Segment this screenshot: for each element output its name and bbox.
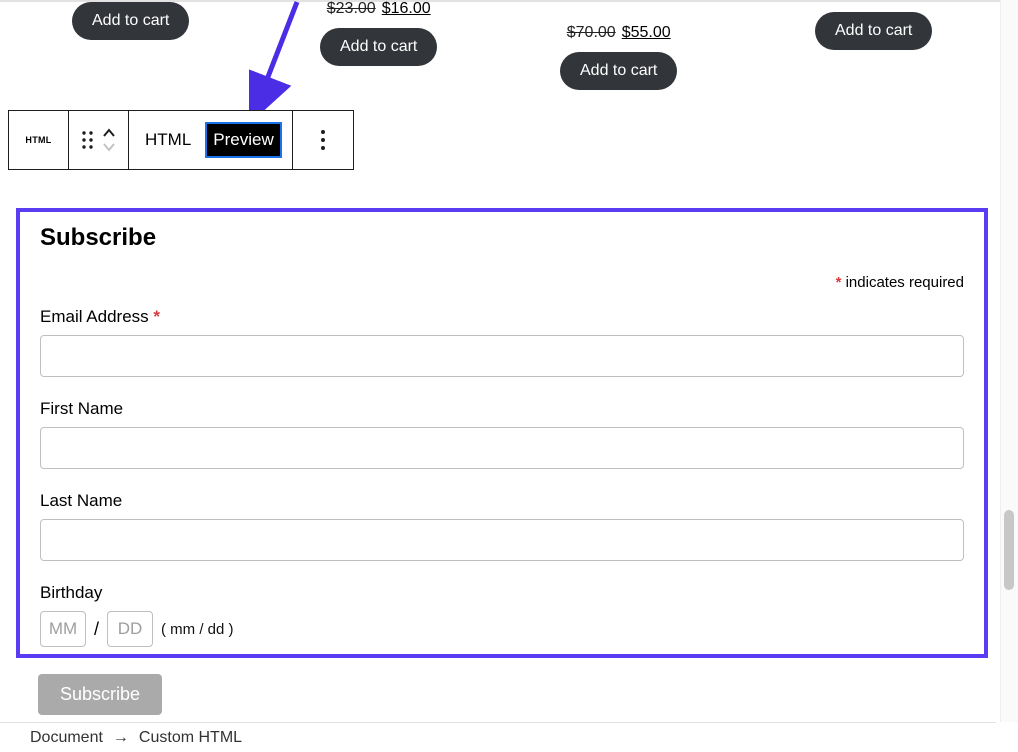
first-name-input[interactable] — [40, 427, 964, 469]
breadcrumb-separator-icon: → — [113, 729, 129, 747]
mode-html-button[interactable]: HTML — [139, 124, 197, 156]
move-down-icon — [101, 140, 117, 154]
block-breadcrumb: Document → Custom HTML — [0, 722, 996, 752]
field-label: Email Address * — [40, 307, 964, 327]
scrollbar-thumb[interactable] — [1004, 510, 1014, 590]
price: $23.00 $16.00 — [320, 0, 437, 18]
breadcrumb-root[interactable]: Document — [30, 729, 103, 747]
email-input[interactable] — [40, 335, 964, 377]
scrollbar-track — [1000, 0, 1018, 722]
block-type-button[interactable]: HTML — [9, 111, 69, 169]
html-preview-panel: Subscribe * indicates required Email Add… — [16, 208, 988, 658]
price: $70.00 $55.00 — [560, 24, 677, 42]
last-name-input[interactable] — [40, 519, 964, 561]
mode-preview-button[interactable]: Preview — [205, 122, 281, 158]
label-text: Email Address — [40, 307, 153, 326]
move-up-icon[interactable] — [101, 126, 117, 140]
drag-handle-icon[interactable] — [81, 130, 95, 150]
required-star: * — [153, 307, 160, 326]
sale-price: $16.00 — [382, 0, 431, 17]
field-label: Last Name — [40, 491, 964, 511]
subscribe-button[interactable]: Subscribe — [38, 674, 162, 715]
old-price: $70.00 — [567, 24, 616, 41]
field-label: First Name — [40, 399, 964, 419]
birthday-day-input[interactable] — [107, 611, 153, 647]
sale-price: $55.00 — [622, 24, 671, 41]
block-toolbar: HTML HTML Preview — [8, 110, 354, 170]
form-field: Birthday / ( mm / dd ) — [40, 583, 964, 647]
form-field: Email Address * — [40, 307, 964, 377]
form-field: Last Name — [40, 491, 964, 561]
product-card: Add to cart — [72, 2, 189, 40]
form-title: Subscribe — [40, 224, 964, 252]
product-card: $23.00 $16.00 Add to cart — [320, 0, 437, 66]
required-note-text: indicates required — [841, 274, 964, 291]
more-vertical-icon — [320, 128, 326, 152]
annotation-arrow-icon — [249, 0, 309, 116]
birthday-hint: ( mm / dd ) — [161, 621, 234, 638]
view-mode-toggle: HTML Preview — [129, 111, 293, 169]
birthday-month-input[interactable] — [40, 611, 86, 647]
add-to-cart-button[interactable]: Add to cart — [72, 2, 189, 40]
add-to-cart-button[interactable]: Add to cart — [320, 28, 437, 66]
date-separator: / — [94, 619, 99, 640]
form-field: First Name — [40, 399, 964, 469]
required-note: * indicates required — [40, 274, 964, 291]
field-label: Birthday — [40, 583, 964, 603]
add-to-cart-button[interactable]: Add to cart — [560, 52, 677, 90]
product-card: Add to cart — [815, 12, 932, 50]
product-row: Add to cart $23.00 $16.00 Add to cart $70… — [0, 2, 1018, 107]
old-price: $23.00 — [327, 0, 376, 17]
add-to-cart-button[interactable]: Add to cart — [815, 12, 932, 50]
breadcrumb-current[interactable]: Custom HTML — [139, 729, 242, 747]
drag-and-move-group — [69, 111, 129, 169]
product-card: $70.00 $55.00 Add to cart — [560, 24, 677, 90]
more-options-button[interactable] — [293, 111, 353, 169]
block-type-label: HTML — [25, 135, 51, 145]
